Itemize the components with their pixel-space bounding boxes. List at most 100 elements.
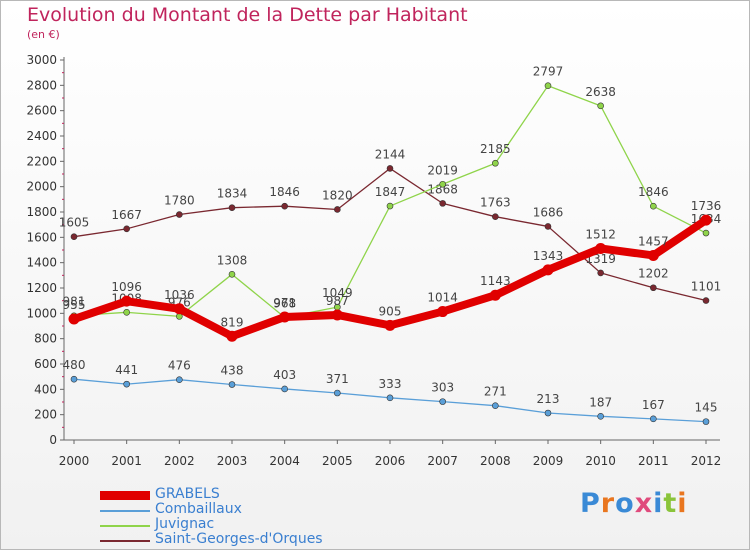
data-point-combaillaux <box>597 413 604 420</box>
x-tick-label: 2000 <box>59 454 90 468</box>
data-label-combaillaux: 403 <box>273 368 296 382</box>
legend-label: Saint-Georges-d'Orques <box>155 531 323 547</box>
legend-swatch <box>100 491 150 500</box>
y-tick-label: 2000 <box>26 180 57 194</box>
data-label-combaillaux: 213 <box>537 392 560 406</box>
data-label-juvignac: 1847 <box>375 185 406 199</box>
data-point-juvignac <box>702 229 710 237</box>
chart-unit: (en €) <box>27 28 60 41</box>
data-label-grabels: 1036 <box>164 288 195 302</box>
data-label-grabels: 1143 <box>480 274 511 288</box>
y-tick-label: 1200 <box>26 281 57 295</box>
data-point-juvignac <box>650 202 657 210</box>
data-label-juvignac: 2185 <box>480 142 511 156</box>
data-point-saint-georges-d-orques <box>228 204 236 211</box>
y-tick-label: 600 <box>34 357 57 371</box>
data-point-saint-georges-d-orques <box>439 200 446 207</box>
data-point-grabels <box>647 249 659 261</box>
data-point-juvignac <box>123 309 130 316</box>
logo-letter: o <box>615 488 635 519</box>
x-tick-label: 2009 <box>533 454 564 468</box>
data-label-combaillaux: 271 <box>484 385 507 399</box>
data-point-saint-georges-d-orques <box>650 284 657 292</box>
y-tick-label: 2200 <box>26 154 57 168</box>
data-point-grabels <box>700 214 712 226</box>
data-label-combaillaux: 333 <box>379 377 402 391</box>
y-tick-label: 1800 <box>26 205 57 219</box>
data-point-juvignac <box>228 271 236 278</box>
data-point-saint-georges-d-orques <box>334 206 341 213</box>
data-point-grabels <box>279 311 291 323</box>
x-tick-label: 2012 <box>691 454 722 468</box>
data-label-combaillaux: 303 <box>431 381 454 395</box>
x-tick-label: 2010 <box>585 454 616 468</box>
data-point-grabels <box>542 264 554 276</box>
data-label-grabels: 1014 <box>427 291 458 305</box>
data-label-saint-georges-d-orques: 1686 <box>533 205 564 219</box>
logo-letter: x <box>634 488 654 519</box>
data-label-juvignac: 1846 <box>638 185 669 199</box>
data-label-saint-georges-d-orques: 1605 <box>59 216 90 230</box>
data-point-juvignac <box>439 180 446 188</box>
data-point-grabels <box>384 319 396 331</box>
x-tick-label: 2004 <box>269 454 300 468</box>
data-label-combaillaux: 371 <box>326 372 349 386</box>
legend-label: Combaillaux <box>155 501 242 517</box>
data-point-juvignac <box>386 202 394 210</box>
x-tick-label: 2011 <box>638 454 669 468</box>
data-label-saint-georges-d-orques: 1834 <box>217 187 248 201</box>
data-label-saint-georges-d-orques: 1202 <box>638 267 669 281</box>
x-tick-label: 2001 <box>111 454 142 468</box>
data-point-combaillaux <box>702 418 710 425</box>
data-label-juvignac: 2797 <box>533 65 564 79</box>
data-label-combaillaux: 145 <box>695 401 718 415</box>
data-label-saint-georges-d-orques: 1820 <box>322 188 353 202</box>
data-label-saint-georges-d-orques: 1780 <box>164 194 195 208</box>
data-label-juvignac: 2019 <box>427 163 458 177</box>
data-point-saint-georges-d-orques <box>176 211 183 218</box>
y-tick-label: 1600 <box>26 230 57 244</box>
y-tick-label: 2400 <box>26 129 57 143</box>
data-label-combaillaux: 480 <box>63 358 86 372</box>
y-tick-label: 3000 <box>26 53 57 67</box>
data-point-saint-georges-d-orques <box>544 223 552 230</box>
legend-swatch <box>100 525 150 527</box>
data-label-grabels: 819 <box>221 315 244 329</box>
data-label-juvignac: 981 <box>63 295 86 309</box>
y-tick-label: 800 <box>34 332 57 346</box>
data-point-combaillaux <box>70 375 78 383</box>
x-tick-label: 2007 <box>427 454 458 468</box>
data-label-combaillaux: 167 <box>642 398 665 412</box>
y-tick-label: 2600 <box>26 104 57 118</box>
proxiti-logo: Proxiti <box>580 488 688 519</box>
data-label-grabels: 1457 <box>638 234 669 248</box>
data-label-grabels: 971 <box>273 296 296 310</box>
data-point-saint-georges-d-orques <box>123 225 130 233</box>
data-point-grabels <box>173 303 185 315</box>
logo-letter: r <box>600 488 616 519</box>
legend-label: GRABELS <box>155 486 220 502</box>
data-point-grabels <box>595 242 607 254</box>
data-label-grabels: 905 <box>379 304 402 318</box>
data-label-saint-georges-d-orques: 1667 <box>111 208 142 222</box>
data-label-combaillaux: 187 <box>589 395 612 409</box>
data-point-grabels <box>226 330 238 342</box>
data-point-saint-georges-d-orques <box>492 213 499 220</box>
data-label-grabels: 1096 <box>111 280 142 294</box>
data-point-juvignac <box>492 159 499 167</box>
data-point-combaillaux <box>544 409 552 417</box>
x-tick-label: 2006 <box>375 454 406 468</box>
data-label-grabels: 955 <box>63 298 86 312</box>
data-point-combaillaux <box>386 394 394 402</box>
data-label-saint-georges-d-orques: 1868 <box>427 182 458 196</box>
logo-letter: i <box>677 488 688 519</box>
data-label-juvignac: 968 <box>273 296 296 310</box>
data-label-saint-georges-d-orques: 1101 <box>691 280 722 294</box>
data-point-saint-georges-d-orques <box>702 297 710 304</box>
y-tick-label: 1400 <box>26 256 57 270</box>
x-tick-label: 2008 <box>480 454 511 468</box>
x-tick-label: 2003 <box>217 454 248 468</box>
y-tick-label: 0 <box>49 433 57 447</box>
